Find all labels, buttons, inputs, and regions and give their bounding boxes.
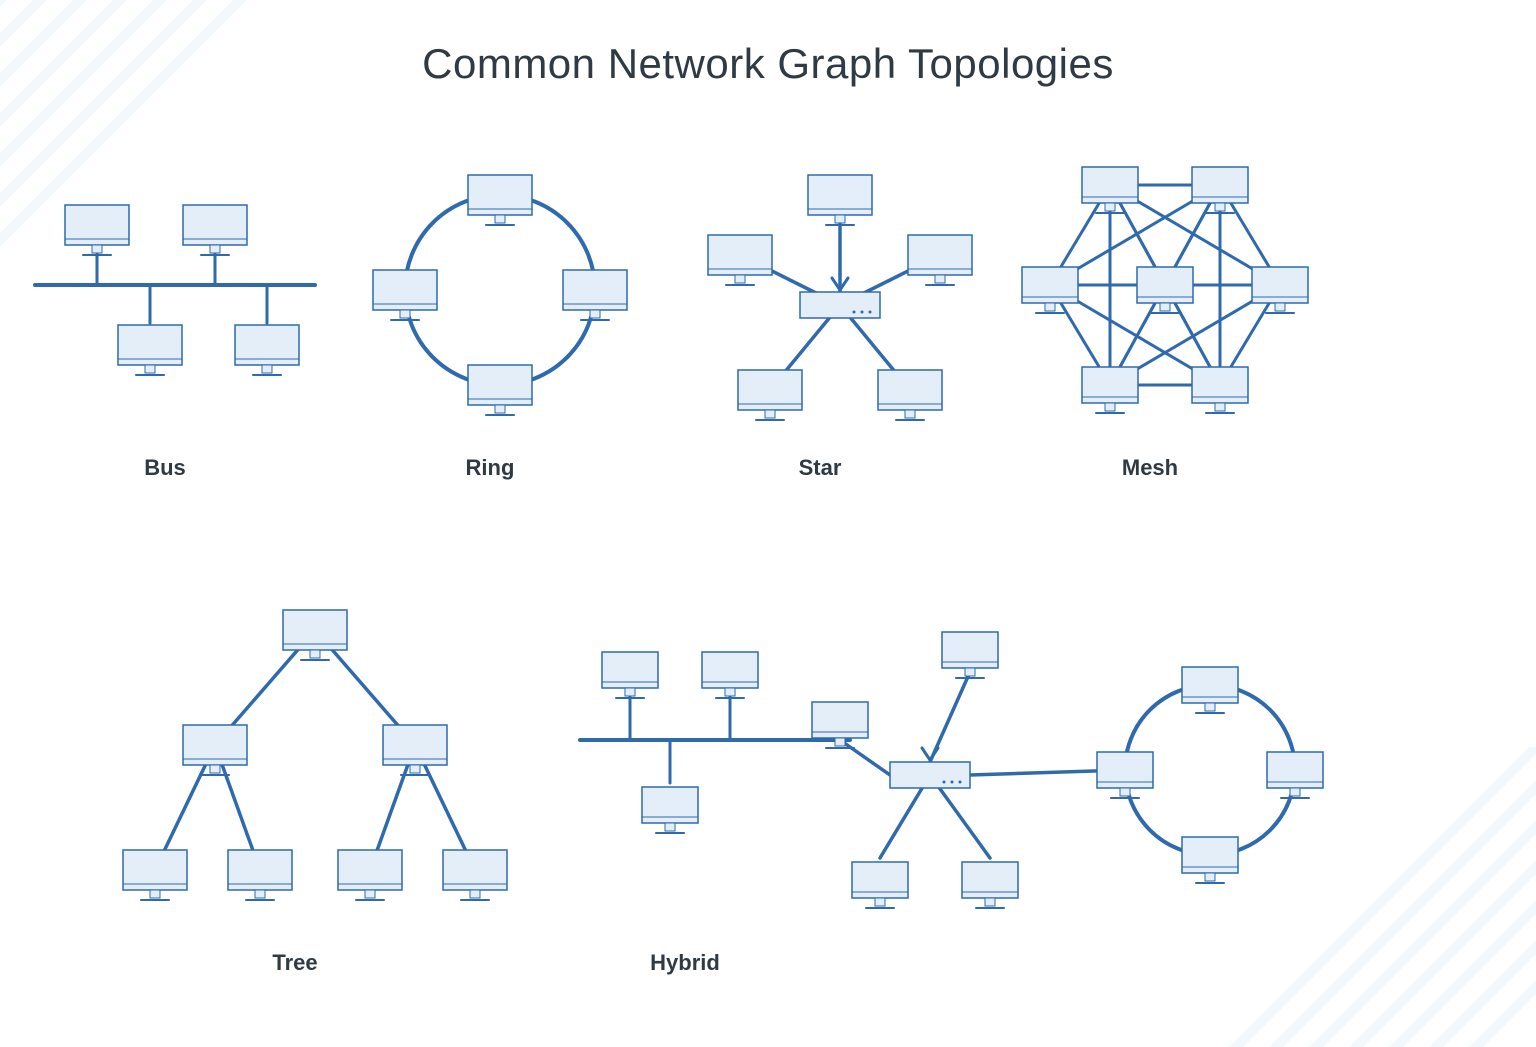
topology-tree [105, 590, 525, 930]
computer-icon [1267, 752, 1323, 798]
computer-icon [235, 325, 299, 375]
computer-icon [183, 205, 247, 255]
computer-icon [468, 365, 532, 415]
computer-icon [1192, 367, 1248, 413]
computer-icon [383, 725, 447, 775]
computer-icon [1182, 667, 1238, 713]
computer-icon [642, 787, 698, 833]
computer-icon [908, 235, 972, 285]
page-title: Common Network Graph Topologies [0, 40, 1536, 88]
computer-icon [1137, 267, 1193, 313]
computer-icon [183, 725, 247, 775]
computer-icon [708, 235, 772, 285]
computer-icon [738, 370, 802, 420]
topology-star [700, 150, 980, 450]
computer-icon [1252, 267, 1308, 313]
computer-icon [878, 370, 942, 420]
computer-icon [123, 850, 187, 900]
computer-icon [563, 270, 627, 320]
label-ring: Ring [410, 455, 570, 481]
computer-icon [283, 610, 347, 660]
computer-icon [65, 205, 129, 255]
computer-icon [602, 652, 658, 698]
label-tree: Tree [215, 950, 375, 976]
computer-icon [373, 270, 437, 320]
computer-icon [338, 850, 402, 900]
computer-icon [228, 850, 292, 900]
computer-icon [962, 862, 1018, 908]
topology-ring [370, 150, 630, 450]
computer-icon [1097, 752, 1153, 798]
computer-icon [942, 632, 998, 678]
topology-hybrid [570, 590, 1340, 930]
computer-icon [852, 862, 908, 908]
topology-bus [25, 175, 325, 435]
computer-icon [808, 175, 872, 225]
computer-icon [1082, 367, 1138, 413]
computer-icon [1182, 837, 1238, 883]
topology-mesh [1010, 145, 1320, 445]
computer-icon [443, 850, 507, 900]
computer-icon [702, 652, 758, 698]
label-hybrid: Hybrid [605, 950, 765, 976]
computer-icon [1192, 167, 1248, 213]
computer-icon [118, 325, 182, 375]
computer-icon [1022, 267, 1078, 313]
label-bus: Bus [85, 455, 245, 481]
switch-icon [800, 292, 880, 318]
switch-icon [890, 762, 970, 788]
label-star: Star [740, 455, 900, 481]
computer-icon [1082, 167, 1138, 213]
label-mesh: Mesh [1070, 455, 1230, 481]
computer-icon [468, 175, 532, 225]
